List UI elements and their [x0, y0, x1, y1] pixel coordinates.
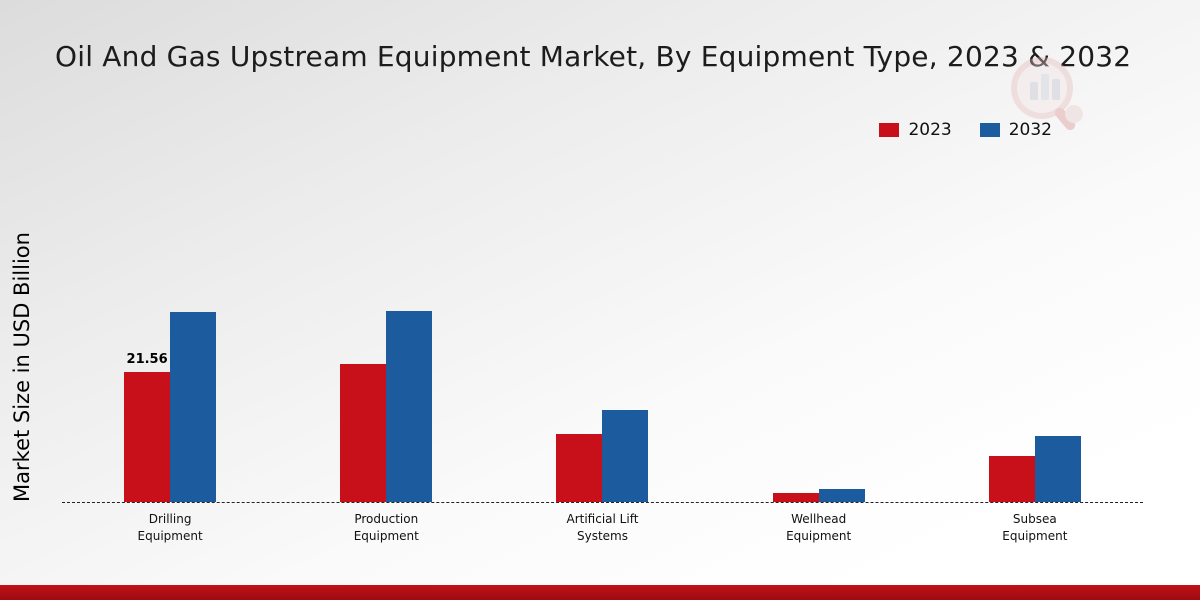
bar-2032-production-equipment	[386, 311, 433, 502]
bar-2023-drilling-equipment: 21.56	[124, 352, 171, 502]
category-label-artificial-lift-systems: Artificial Lift Systems	[566, 512, 639, 544]
bar-2023-subsea-equipment	[988, 456, 1035, 502]
y-axis-label: Market Size in USD Billion	[10, 232, 34, 502]
legend-item-2032: 2032	[979, 120, 1052, 140]
legend-item-2023: 2023	[879, 120, 952, 140]
bar-group-production-equipment: Production Equipment	[340, 140, 433, 543]
bar-2032-artificial-lift-systems	[602, 410, 649, 502]
chart-title: Oil And Gas Upstream Equipment Market, B…	[55, 40, 1132, 73]
bar-2023-artificial-lift-systems	[556, 434, 603, 502]
category-label-wellhead-equipment: Wellhead Equipment	[786, 512, 852, 544]
category-label-subsea-equipment: Subsea Equipment	[1002, 512, 1068, 544]
bar-2023-production-equipment	[340, 364, 387, 502]
legend-label-2032: 2032	[1008, 120, 1052, 140]
plot-area: 21.56 Drilling Equipment Production Equipm…	[62, 140, 1143, 543]
bar-2032-subsea-equipment	[1034, 436, 1081, 502]
legend: 2023 2032	[879, 120, 1052, 140]
legend-swatch-2032	[979, 123, 1000, 137]
bar-group-wellhead-equipment: Wellhead Equipment	[772, 140, 865, 543]
bar-value-label-2023-drilling-equipment: 21.56	[126, 352, 168, 367]
legend-label-2023: 2023	[908, 120, 952, 140]
bar-group-artificial-lift-systems: Artificial Lift Systems	[556, 140, 649, 543]
footer-band	[0, 585, 1200, 600]
watermark-logo-icon	[1000, 52, 1090, 140]
bar-group-drilling-equipment: 21.56 Drilling Equipment	[124, 140, 217, 543]
bar-group-subsea-equipment: Subsea Equipment	[988, 140, 1081, 543]
bar-2032-wellhead-equipment	[818, 489, 865, 502]
bar-2032-drilling-equipment	[170, 312, 217, 502]
bar-2023-wellhead-equipment	[772, 493, 819, 502]
category-label-drilling-equipment: Drilling Equipment	[137, 512, 203, 544]
category-label-production-equipment: Production Equipment	[353, 512, 419, 544]
legend-swatch-2023	[879, 123, 900, 137]
